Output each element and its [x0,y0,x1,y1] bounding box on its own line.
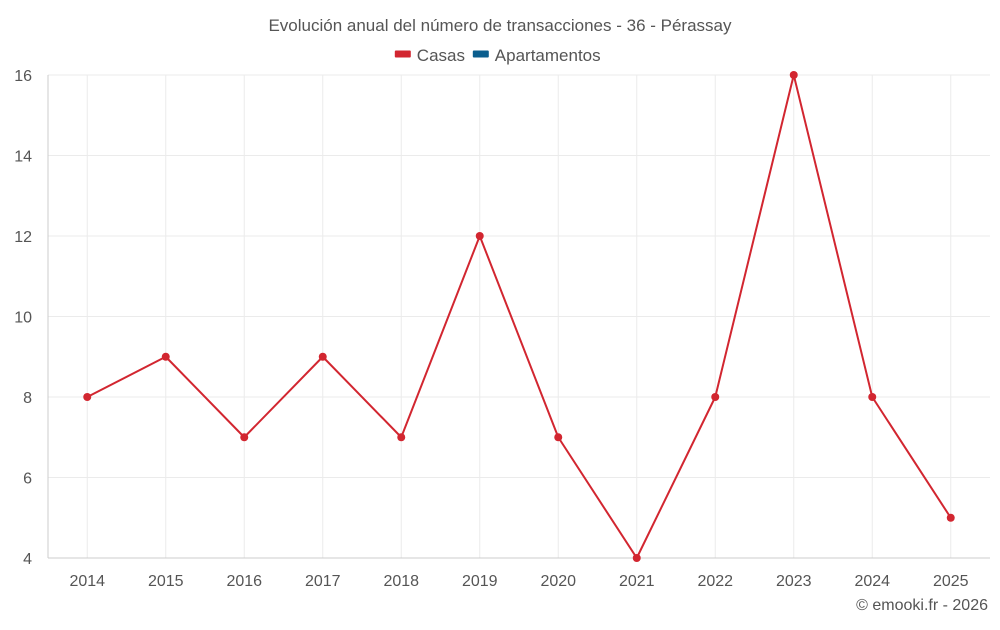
credit-text: © emooki.fr - 2026 [856,597,988,614]
data-point-2019[interactable] [475,232,484,240]
data-point-2014[interactable] [83,393,92,401]
x-tick-label: 2024 [854,573,890,590]
legend-item-casas[interactable]: Casas [394,46,465,65]
x-tick-label: 2022 [697,573,733,590]
x-tick-label: 2018 [383,573,419,590]
legend-label: Apartamentos [495,46,601,65]
series-layer [83,71,955,562]
data-point-2023[interactable] [789,71,798,79]
legend-item-apartamentos[interactable]: Apartamentos [472,46,601,65]
data-point-2021[interactable] [632,554,641,562]
x-tick-label: 2017 [305,573,341,590]
x-axis-ticks: 2014 2015 2016 2017 2018 2019 2020 2021 2022 2023… [69,573,968,590]
y-tick-label: 14 [14,149,32,166]
data-point-2022[interactable] [711,393,720,401]
axes [47,75,990,559]
legend: Casas Apartamentos [394,46,601,65]
y-tick-label: 4 [23,551,32,568]
y-tick-label: 8 [23,390,32,407]
data-point-2020[interactable] [554,433,563,442]
data-point-2017[interactable] [318,352,327,361]
legend-swatch [472,50,489,58]
y-tick-label: 12 [14,229,32,246]
chart-title: Evolución anual del número de transaccio… [268,16,732,35]
y-tick-label: 16 [14,68,32,85]
series-casas [83,71,955,562]
data-point-2016[interactable] [240,433,249,442]
x-tick-label: 2021 [619,573,655,590]
series-line [86,74,952,559]
data-point-2015[interactable] [161,352,170,361]
x-tick-label: 2025 [933,573,969,590]
data-point-2024[interactable] [868,393,877,401]
x-tick-label: 2014 [69,573,105,590]
y-tick-label: 10 [14,310,32,327]
x-tick-label: 2016 [226,573,262,590]
x-tick-label: 2015 [148,573,184,590]
legend-label: Casas [417,46,465,65]
x-tick-label: 2020 [540,573,576,590]
grid [48,74,990,559]
legend-swatch [394,50,411,58]
x-tick-label: 2019 [462,573,498,590]
data-point-2018[interactable] [397,433,406,442]
x-tick-label: 2023 [776,573,812,590]
y-tick-label: 6 [23,471,32,488]
y-axis-ticks: 4 6 8 10 12 14 16 [14,68,32,568]
data-point-2025[interactable] [946,513,955,522]
